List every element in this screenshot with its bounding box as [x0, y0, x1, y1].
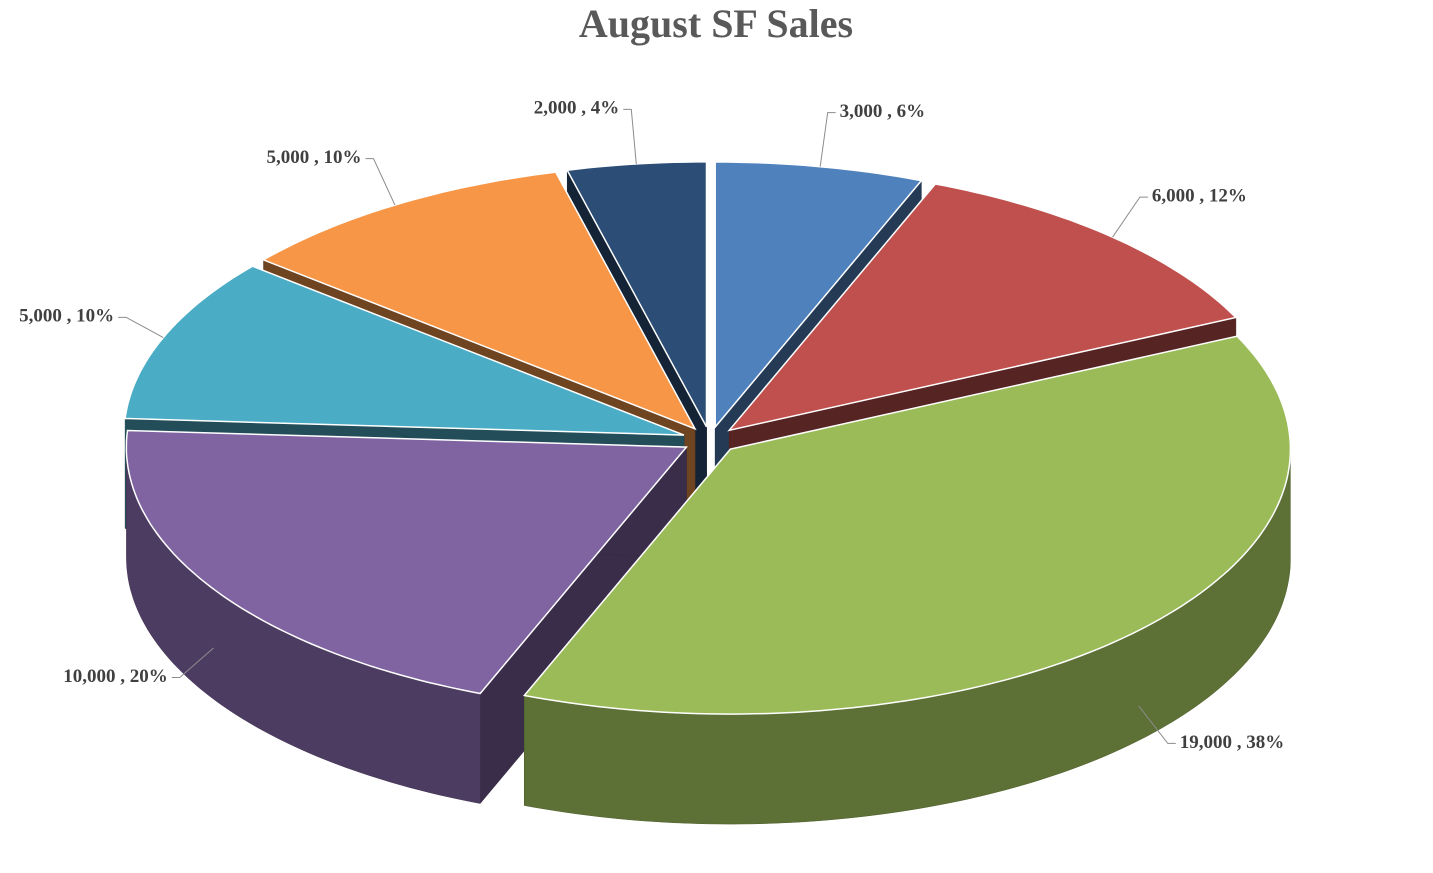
data-label: 5,000 , 10% — [267, 147, 362, 168]
leader-line — [1112, 196, 1148, 238]
slice — [714, 161, 923, 430]
chart-title: August SF Sales — [579, 1, 853, 46]
slice — [522, 335, 1292, 715]
leader-line — [118, 316, 164, 339]
data-label: 6,000 , 12% — [1152, 185, 1247, 206]
leader-line — [819, 112, 836, 167]
data-label: 5,000 , 10% — [19, 306, 114, 327]
data-label: 19,000 , 38% — [1180, 732, 1285, 753]
slice — [566, 161, 708, 428]
leader-line — [623, 108, 637, 164]
data-label: 10,000 , 20% — [63, 666, 168, 687]
slice — [261, 171, 697, 431]
slice — [125, 429, 688, 695]
leader-line — [1138, 705, 1176, 744]
slice — [727, 183, 1238, 432]
leader-line — [171, 647, 214, 679]
slice — [124, 265, 685, 436]
data-label: 3,000 , 6% — [840, 101, 926, 122]
data-label: 2,000 , 4% — [534, 98, 620, 119]
leader-line — [365, 158, 396, 206]
